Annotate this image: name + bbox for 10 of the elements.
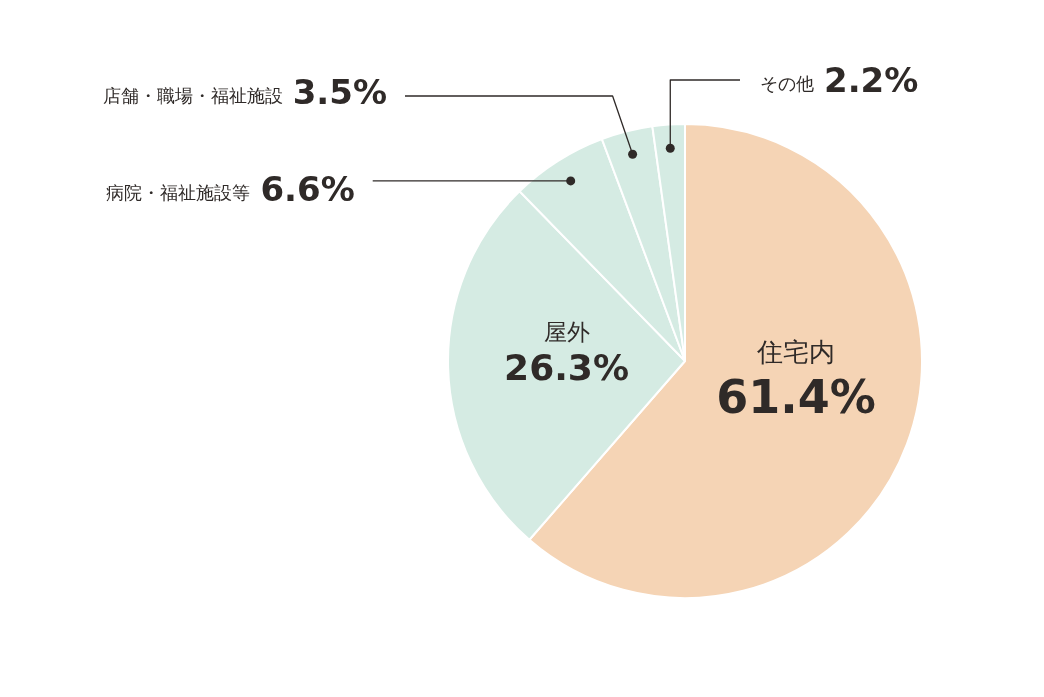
data-label: 61.4% — [716, 369, 876, 424]
slice-label: 店舗・職場・福祉施設 — [102, 85, 283, 106]
data-label: 6.6% — [260, 168, 355, 209]
slice-label: その他 — [760, 73, 814, 94]
slice-label: 病院・福祉施設等 — [106, 181, 251, 203]
data-label: 3.5% — [292, 72, 387, 112]
slice-label: 住宅内 — [755, 336, 835, 367]
data-label: 26.3% — [504, 347, 629, 389]
slice-label: 屋外 — [543, 319, 590, 346]
data-label: 2.2% — [824, 60, 919, 100]
